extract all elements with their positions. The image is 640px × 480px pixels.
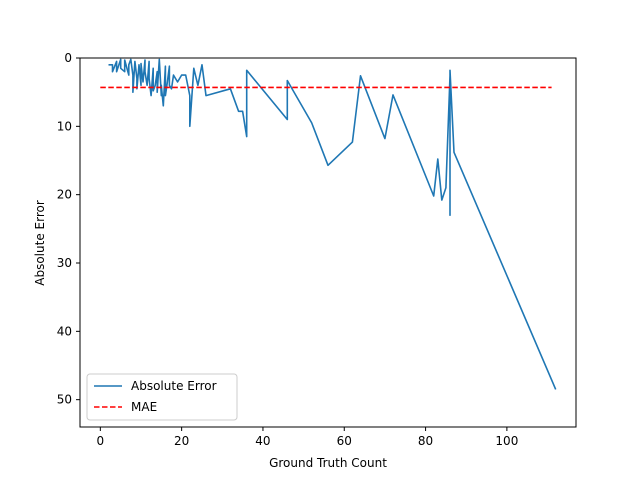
- y-tick-label: 0: [64, 51, 72, 65]
- x-axis-ticks: 0 20 40 60 80 100: [97, 427, 518, 448]
- y-tick-label: 50: [57, 393, 72, 407]
- x-tick-label: 60: [337, 434, 352, 448]
- legend: Absolute Error MAE: [86, 373, 238, 421]
- x-tick-label: 100: [495, 434, 518, 448]
- y-tick-label: 40: [57, 324, 72, 338]
- x-axis-label: Ground Truth Count: [269, 456, 387, 470]
- axes-frame: [79, 57, 577, 428]
- plot-lines: [100, 58, 557, 390]
- legend-label-absolute-error: Absolute Error: [131, 379, 217, 393]
- y-tick-label: 30: [57, 256, 72, 270]
- y-axis-ticks: 0 10 20 30 40 50: [57, 51, 80, 407]
- x-tick-label: 20: [174, 434, 189, 448]
- legend-label-mae: MAE: [131, 400, 157, 414]
- legend-box: [86, 373, 238, 421]
- y-axis-label: Absolute Error: [33, 200, 47, 286]
- series-line-absolute-error: [108, 58, 557, 390]
- x-tick-label: 40: [255, 434, 270, 448]
- y-tick-label: 20: [57, 188, 72, 202]
- y-tick-label: 10: [57, 119, 72, 133]
- x-tick-label: 0: [97, 434, 105, 448]
- x-tick-label: 80: [418, 434, 433, 448]
